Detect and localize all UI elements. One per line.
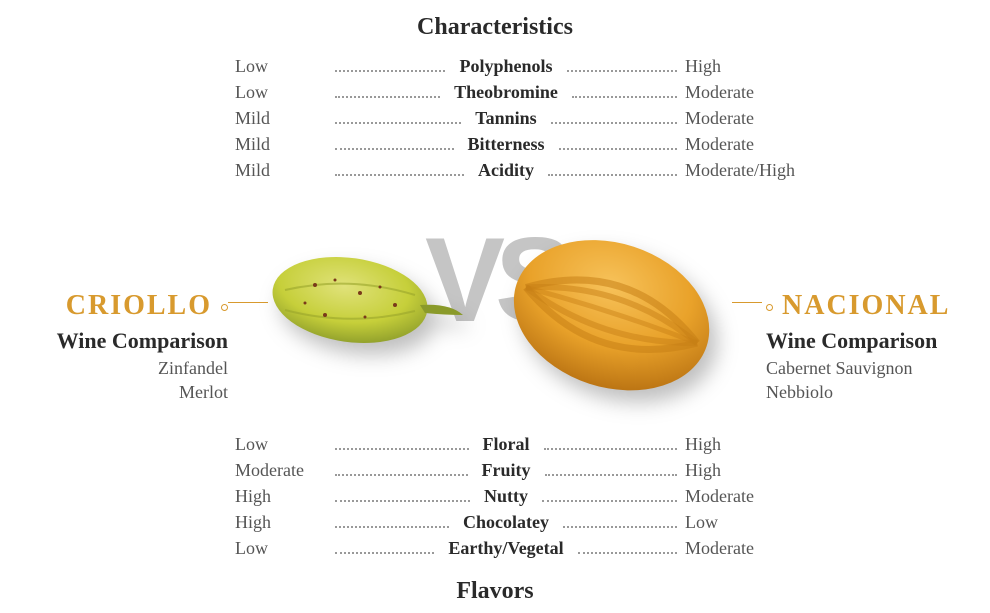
row-label: Tannins bbox=[469, 108, 542, 129]
table-row: Mild Tannins Moderate bbox=[235, 106, 835, 130]
characteristics-title: Characteristics bbox=[0, 14, 990, 41]
row-left: Low bbox=[235, 538, 327, 559]
wine-item: Nebbiolo bbox=[766, 380, 990, 404]
row-right: Moderate bbox=[685, 82, 835, 103]
wine-comparison-label: Wine Comparison bbox=[0, 328, 228, 354]
row-left: Mild bbox=[235, 160, 327, 181]
dots bbox=[542, 491, 677, 502]
row-right: Moderate bbox=[685, 486, 835, 507]
criollo-pod-image bbox=[265, 245, 465, 355]
criollo-name: CRIOLLO bbox=[0, 290, 228, 322]
dots bbox=[335, 139, 454, 150]
connector-dot-icon bbox=[221, 304, 228, 311]
row-left: Mild bbox=[235, 134, 327, 155]
wine-comparison-label: Wine Comparison bbox=[766, 328, 990, 354]
dots bbox=[335, 439, 469, 450]
wine-item: Zinfandel bbox=[0, 356, 228, 380]
row-right: Moderate bbox=[685, 538, 835, 559]
dots bbox=[567, 61, 677, 72]
flavors-table: Low Floral High Moderate Fruity High Hig… bbox=[235, 432, 835, 562]
dots bbox=[559, 139, 678, 150]
row-label: Earthy/Vegetal bbox=[442, 538, 569, 559]
row-left: Low bbox=[235, 82, 327, 103]
flavors-title: Flavors bbox=[0, 578, 990, 605]
connector-line bbox=[732, 302, 762, 303]
row-right: High bbox=[685, 434, 835, 455]
dots bbox=[335, 87, 440, 98]
row-right: High bbox=[685, 56, 835, 77]
table-row: Moderate Fruity High bbox=[235, 458, 835, 482]
connector-dot-icon bbox=[766, 304, 773, 311]
row-left: High bbox=[235, 486, 327, 507]
table-row: High Chocolatey Low bbox=[235, 510, 835, 534]
table-row: Low Floral High bbox=[235, 432, 835, 456]
dots bbox=[335, 113, 461, 124]
nacional-pod-image bbox=[495, 220, 725, 415]
row-label: Polyphenols bbox=[453, 56, 558, 77]
row-right: Moderate/High bbox=[685, 160, 835, 181]
dots bbox=[335, 543, 434, 554]
row-label: Nutty bbox=[478, 486, 534, 507]
table-row: Low Theobromine Moderate bbox=[235, 80, 835, 104]
nacional-name: NACIONAL bbox=[766, 290, 990, 322]
table-row: Mild Bitterness Moderate bbox=[235, 132, 835, 156]
row-left: Moderate bbox=[235, 460, 327, 481]
dots bbox=[548, 165, 677, 176]
row-right: Moderate bbox=[685, 134, 835, 155]
dots bbox=[335, 61, 445, 72]
row-left: Mild bbox=[235, 108, 327, 129]
row-label: Acidity bbox=[472, 160, 540, 181]
table-row: High Nutty Moderate bbox=[235, 484, 835, 508]
connector-line bbox=[228, 302, 268, 303]
table-row: Low Polyphenols High bbox=[235, 54, 835, 78]
dots bbox=[551, 113, 677, 124]
table-row: Mild Acidity Moderate/High bbox=[235, 158, 835, 182]
dots bbox=[578, 543, 677, 554]
dots bbox=[572, 87, 677, 98]
criollo-block: CRIOLLO Wine Comparison Zinfandel Merlot bbox=[0, 290, 228, 405]
dots bbox=[544, 439, 678, 450]
row-label: Fruity bbox=[476, 460, 537, 481]
row-left: High bbox=[235, 512, 327, 533]
dots bbox=[545, 465, 678, 476]
row-label: Chocolatey bbox=[457, 512, 555, 533]
characteristics-table: Low Polyphenols High Low Theobromine Mod… bbox=[235, 54, 835, 184]
row-left: Low bbox=[235, 434, 327, 455]
wine-item: Merlot bbox=[0, 380, 228, 404]
row-right: Moderate bbox=[685, 108, 835, 129]
row-right: Low bbox=[685, 512, 835, 533]
table-row: Low Earthy/Vegetal Moderate bbox=[235, 536, 835, 560]
row-label: Bitterness bbox=[462, 134, 551, 155]
wine-item: Cabernet Sauvignon bbox=[766, 356, 990, 380]
dots bbox=[335, 465, 468, 476]
dots bbox=[335, 165, 464, 176]
row-left: Low bbox=[235, 56, 327, 77]
dots bbox=[335, 491, 470, 502]
nacional-block: NACIONAL Wine Comparison Cabernet Sauvig… bbox=[766, 290, 990, 405]
row-right: High bbox=[685, 460, 835, 481]
dots bbox=[563, 517, 677, 528]
row-label: Floral bbox=[477, 434, 536, 455]
row-label: Theobromine bbox=[448, 82, 564, 103]
dots bbox=[335, 517, 449, 528]
